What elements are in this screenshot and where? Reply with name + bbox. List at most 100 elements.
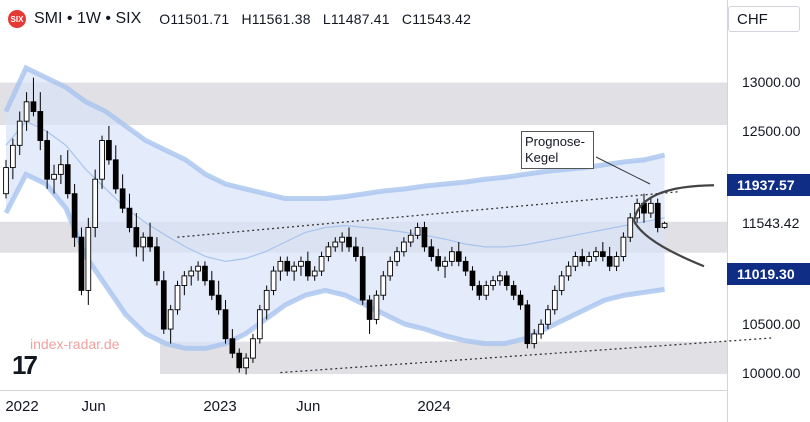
candle-body-65	[449, 251, 455, 262]
annotation-line-2: Kegel	[525, 150, 559, 165]
annotation-pointer	[595, 156, 651, 185]
open-value: 11501.71	[170, 11, 230, 27]
x-tick-label: 2023	[203, 398, 237, 415]
ohlc-readout: O11501.71 H11561.38 L11487.41 C11543.42	[159, 11, 479, 27]
cone-upper	[632, 184, 715, 221]
cone-lower	[632, 220, 705, 268]
candle-body-96	[661, 222, 668, 228]
close-value: 11543.42	[412, 11, 472, 27]
high-value: 11561.38	[251, 11, 311, 27]
forecast-annotation[interactable]: Prognose- Kegel	[521, 131, 594, 169]
candle-body-70	[483, 285, 490, 296]
candle-body-10	[71, 193, 78, 238]
candlesticks[interactable]	[3, 77, 668, 375]
candle-body-24	[167, 309, 174, 330]
axis-lines	[0, 0, 728, 422]
candle-body-13	[92, 178, 99, 228]
candle-body-81	[558, 275, 565, 291]
band-middle	[5, 120, 665, 263]
candle-body-50	[346, 236, 352, 248]
candle-body-16	[112, 159, 119, 190]
candle-body-60	[414, 227, 421, 236]
candle-body-79	[545, 309, 551, 325]
candle-body-44	[304, 260, 311, 277]
candle-body-1	[10, 144, 16, 169]
candle-body-53	[366, 299, 373, 320]
candle-body-9	[64, 164, 71, 195]
y-tick-label: 10500.00	[742, 316, 801, 333]
candle-body-68	[469, 270, 476, 287]
trendline-0	[177, 191, 679, 238]
candle-body-19	[133, 227, 140, 248]
currency-selector[interactable]: CHF	[728, 6, 800, 32]
candle-body-58	[401, 241, 407, 253]
candle-body-26	[181, 275, 188, 287]
candle-body-64	[442, 260, 448, 267]
trendlines	[177, 191, 775, 374]
candle-body-89	[613, 256, 620, 267]
forecast-cone	[595, 156, 715, 268]
candle-body-72	[497, 275, 503, 282]
low-value: 11487.41	[330, 11, 390, 27]
symbol-label: SMI	[34, 10, 63, 27]
candle-body-23	[160, 280, 167, 330]
candle-body-49	[339, 236, 345, 243]
candle-body-62	[428, 246, 435, 257]
candle-body-48	[332, 241, 339, 248]
candle-body-94	[647, 202, 654, 214]
candle-body-67	[462, 260, 469, 272]
interval-label: 1W	[76, 10, 101, 27]
candle-body-12	[85, 227, 92, 291]
candle-body-74	[510, 285, 517, 296]
symbol-title[interactable]: SMI • 1W • SIX	[34, 10, 141, 28]
separator-2: •	[105, 10, 112, 27]
close-label: C	[401, 11, 413, 27]
candle-body-84	[579, 256, 586, 262]
candle-body-14	[99, 140, 105, 180]
candle-body-7	[51, 173, 57, 180]
candle-body-87	[599, 251, 606, 257]
candle-body-77	[531, 333, 538, 345]
candle-body-25	[174, 285, 181, 311]
watermark: index-radar.de	[30, 336, 120, 352]
candle-body-59	[407, 234, 414, 243]
zone-0	[0, 82, 727, 126]
candle-body-41	[284, 260, 291, 272]
candle-body-36	[250, 338, 256, 359]
candle-body-71	[490, 280, 496, 287]
y-tick-label: 13000.00	[742, 74, 801, 91]
candle-body-63	[435, 256, 442, 267]
candle-body-18	[126, 207, 133, 228]
tradingview-logo-icon[interactable]: 17	[12, 350, 38, 380]
candle-body-46	[318, 256, 325, 272]
annotation-line-1: Prognose-	[525, 134, 585, 149]
candle-body-45	[311, 270, 318, 277]
candle-body-78	[538, 323, 544, 335]
candle-body-40	[277, 260, 284, 272]
chart-header: SIX SMI • 1W • SIX O11501.71 H11561.38 L…	[0, 0, 479, 38]
y-tick-label: 10000.00	[742, 364, 801, 381]
candle-body-76	[524, 304, 531, 345]
candle-body-29	[202, 265, 208, 282]
y-tick-label: 12500.00	[742, 122, 801, 139]
candle-body-43	[298, 260, 304, 267]
candle-body-34	[236, 352, 243, 369]
candle-body-82	[565, 265, 572, 277]
candle-body-95	[654, 202, 661, 228]
candle-body-17	[119, 188, 126, 209]
candle-body-21	[147, 236, 153, 248]
candle-body-86	[593, 251, 599, 257]
candle-body-30	[208, 280, 215, 296]
candle-body-28	[195, 265, 201, 272]
candle-body-4	[30, 101, 37, 112]
high-label: H	[241, 11, 252, 27]
candle-body-51	[353, 246, 359, 257]
candle-body-39	[270, 270, 277, 291]
price-tag: 11937.57	[727, 174, 810, 197]
x-tick-label: 2024	[417, 398, 451, 415]
candle-body-2	[16, 120, 23, 146]
candle-body-54	[373, 294, 380, 320]
candle-body-3	[23, 101, 30, 122]
